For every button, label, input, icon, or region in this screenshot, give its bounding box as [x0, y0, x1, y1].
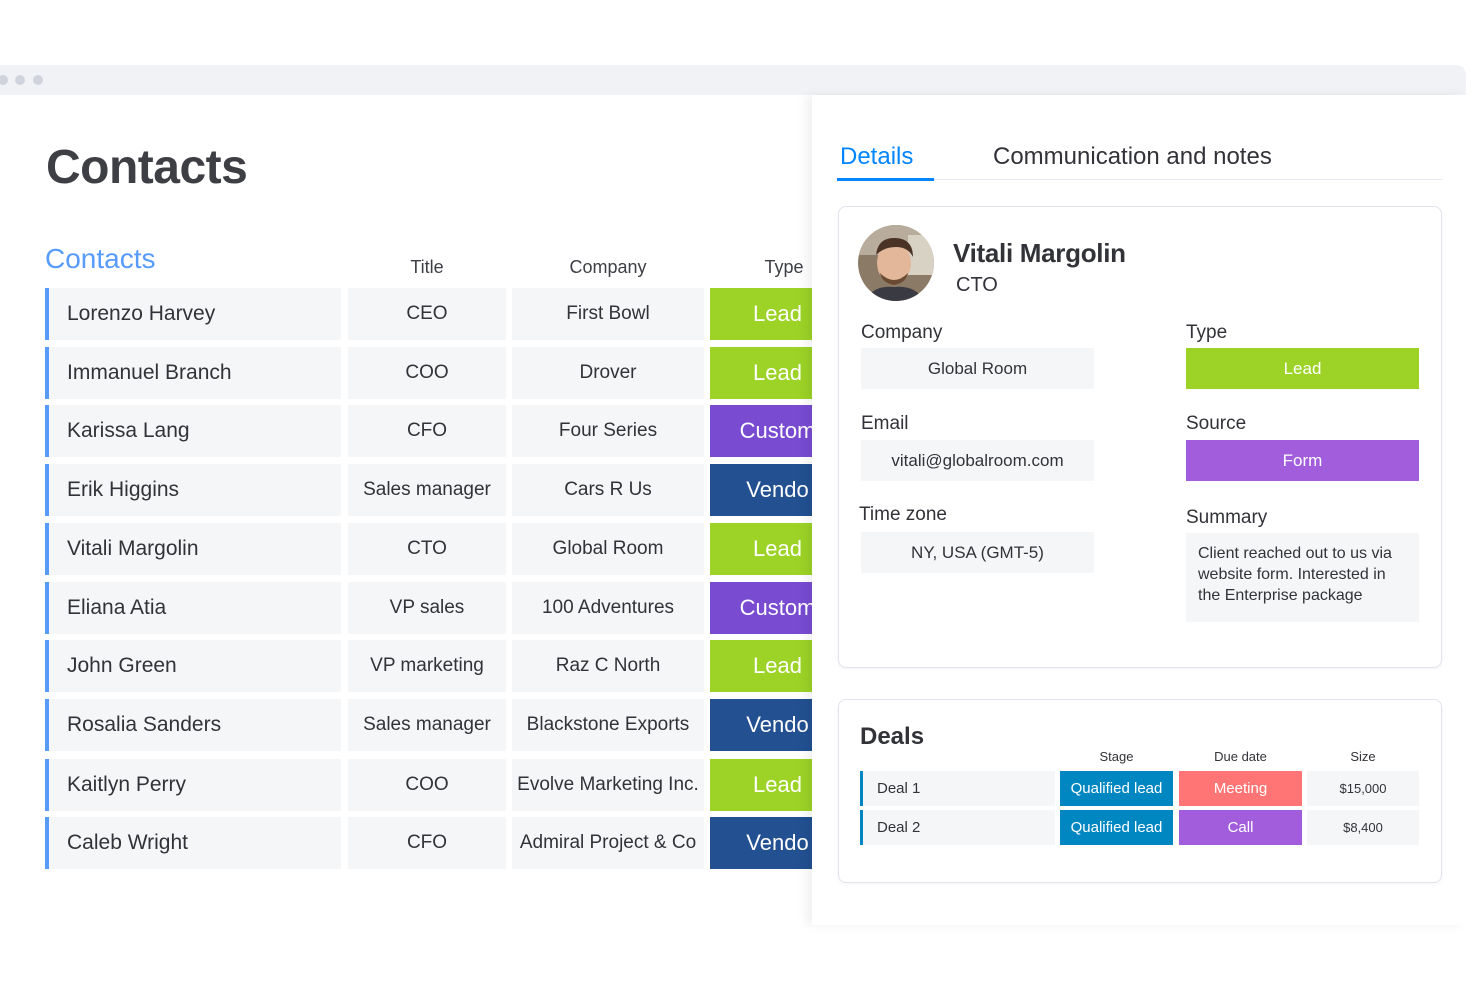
- source-label: Source: [1186, 413, 1247, 434]
- page-title: Contacts: [46, 141, 248, 194]
- company-field[interactable]: Global Room: [861, 348, 1094, 389]
- contact-title-cell[interactable]: COO: [348, 759, 506, 811]
- contact-company-cell[interactable]: Evolve Marketing Inc.: [512, 759, 704, 811]
- contact-type-status[interactable]: Lead: [710, 523, 812, 575]
- deal-size-cell[interactable]: $8,400: [1307, 810, 1419, 845]
- window-dot-icon[interactable]: [0, 75, 8, 85]
- deal-stage-status[interactable]: Qualified lead: [1060, 810, 1173, 845]
- table-row[interactable]: Immanuel Branch COO Drover Lead: [45, 347, 812, 399]
- deal-column-stage: Stage: [1099, 749, 1134, 764]
- contact-type-status[interactable]: Vendo: [710, 699, 812, 751]
- contacts-board: Contacts Title Company Type Lorenzo Harv…: [45, 243, 812, 869]
- contact-name: Vitali Margolin: [953, 238, 1126, 268]
- person-photo-icon: [858, 225, 934, 301]
- contact-title-cell[interactable]: VP sales: [348, 582, 506, 634]
- contact-company-cell[interactable]: Drover: [512, 347, 704, 399]
- table-row[interactable]: Eliana Atia VP sales 100 Adventures Custom: [45, 582, 812, 634]
- source-status[interactable]: Form: [1186, 440, 1419, 481]
- window-titlebar: [0, 65, 1466, 95]
- timezone-label: Time zone: [859, 504, 947, 525]
- contact-type-status[interactable]: Vendo: [710, 464, 812, 516]
- contact-name-cell[interactable]: Immanuel Branch: [45, 347, 341, 399]
- contact-type-status[interactable]: Vendo: [710, 817, 812, 869]
- deal-size-cell[interactable]: $15,000: [1307, 771, 1419, 806]
- contact-title-cell[interactable]: CFO: [348, 405, 506, 457]
- tab-communication-and-notes[interactable]: Communication and notes: [993, 143, 1272, 170]
- deal-stage-status[interactable]: Qualified lead: [1060, 771, 1173, 806]
- contact-name-cell[interactable]: Lorenzo Harvey: [45, 288, 341, 340]
- contact-name-cell[interactable]: Caleb Wright: [45, 817, 341, 869]
- contact-name-cell[interactable]: Kaitlyn Perry: [45, 759, 341, 811]
- deal-due-status[interactable]: Call: [1179, 810, 1302, 845]
- deal-column-size: Size: [1350, 749, 1376, 764]
- contact-title-cell[interactable]: COO: [348, 347, 506, 399]
- contact-type-status[interactable]: Lead: [710, 640, 812, 692]
- contact-type-status[interactable]: Lead: [710, 759, 812, 811]
- deal-due-status[interactable]: Meeting: [1179, 771, 1302, 806]
- column-header-title[interactable]: Title: [410, 257, 444, 277]
- window-dot-icon[interactable]: [15, 75, 25, 85]
- column-header-company[interactable]: Company: [569, 257, 647, 277]
- table-row[interactable]: Karissa Lang CFO Four Series Custom: [45, 405, 812, 457]
- table-row[interactable]: Lorenzo Harvey CEO First Bowl Lead: [45, 288, 812, 340]
- contact-name-cell[interactable]: Eliana Atia: [45, 582, 341, 634]
- window-dot-icon[interactable]: [33, 75, 43, 85]
- group-title[interactable]: Contacts: [45, 243, 156, 274]
- deal-column-due-date: Due date: [1214, 749, 1267, 764]
- email-field[interactable]: vitali@globalroom.com: [861, 440, 1094, 481]
- contact-company-cell[interactable]: Raz C North: [512, 640, 704, 692]
- email-label: Email: [861, 413, 909, 434]
- avatar[interactable]: [858, 225, 934, 301]
- contact-company-cell[interactable]: Cars R Us: [512, 464, 704, 516]
- tab-details[interactable]: Details: [840, 143, 914, 170]
- contact-company-cell[interactable]: Four Series: [512, 405, 704, 457]
- contact-name-cell[interactable]: John Green: [45, 640, 341, 692]
- contact-role: CTO: [956, 274, 998, 296]
- contact-title-cell[interactable]: VP marketing: [348, 640, 506, 692]
- contact-title-cell[interactable]: Sales manager: [348, 464, 506, 516]
- deal-name-cell[interactable]: Deal 2: [860, 810, 1055, 845]
- contact-company-cell[interactable]: 100 Adventures: [512, 582, 704, 634]
- contact-name-cell[interactable]: Vitali Margolin: [45, 523, 341, 575]
- contact-type-status[interactable]: Custom: [710, 405, 812, 457]
- timezone-field[interactable]: NY, USA (GMT-5): [861, 532, 1094, 573]
- contact-company-cell[interactable]: Admiral Project & Co: [512, 817, 704, 869]
- contact-title-cell[interactable]: CFO: [348, 817, 506, 869]
- deals-title: Deals: [860, 723, 925, 750]
- contact-title-cell[interactable]: Sales manager: [348, 699, 506, 751]
- table-row[interactable]: Erik Higgins Sales manager Cars R Us Vendo: [45, 464, 812, 516]
- type-label: Type: [1186, 322, 1228, 343]
- company-label: Company: [861, 322, 943, 343]
- contact-company-cell[interactable]: First Bowl: [512, 288, 704, 340]
- tab-divider: [837, 179, 1442, 180]
- contact-company-cell[interactable]: Global Room: [512, 523, 704, 575]
- contact-type-status[interactable]: Custom: [710, 582, 812, 634]
- contact-name-cell[interactable]: Erik Higgins: [45, 464, 341, 516]
- contact-type-status[interactable]: Lead: [710, 347, 812, 399]
- summary-field[interactable]: Client reached out to us via website for…: [1186, 533, 1419, 622]
- table-row[interactable]: Caleb Wright CFO Admiral Project & Co Vendo: [45, 817, 812, 869]
- table-row[interactable]: Vitali Margolin CTO Global Room Lead: [45, 523, 812, 575]
- active-tab-indicator: [837, 178, 934, 181]
- contact-title-cell[interactable]: CEO: [348, 288, 506, 340]
- contact-name-cell[interactable]: Rosalia Sanders: [45, 699, 341, 751]
- type-status[interactable]: Lead: [1186, 348, 1419, 389]
- summary-label: Summary: [1186, 507, 1268, 528]
- table-row[interactable]: John Green VP marketing Raz C North Lead: [45, 640, 812, 692]
- table-row[interactable]: Kaitlyn Perry COO Evolve Marketing Inc. Lea…: [45, 759, 812, 811]
- contact-type-status[interactable]: Lead: [710, 288, 812, 340]
- table-row[interactable]: Rosalia Sanders Sales manager Blackstone E…: [45, 699, 812, 751]
- contact-title-cell[interactable]: CTO: [348, 523, 506, 575]
- deal-name-cell[interactable]: Deal 1: [860, 771, 1055, 806]
- contact-name-cell[interactable]: Karissa Lang: [45, 405, 341, 457]
- contact-company-cell[interactable]: Blackstone Exports: [512, 699, 704, 751]
- column-header-type[interactable]: Type: [764, 257, 804, 277]
